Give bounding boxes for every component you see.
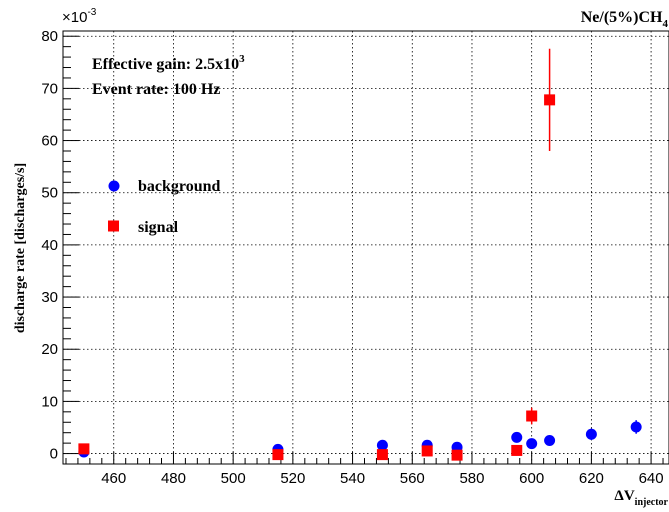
background-point bbox=[526, 438, 538, 450]
background-point bbox=[630, 421, 642, 433]
axis-ticks: 460 480 500 520 540 560 580 600 620 640 0 10 20 30 40 5… bbox=[41, 28, 663, 487]
y-exponent-label: ×10-3 bbox=[62, 7, 97, 26]
x-tick-label: 640 bbox=[639, 470, 664, 487]
x-tick-label: 580 bbox=[459, 470, 484, 487]
grid-lines bbox=[63, 31, 669, 464]
background-point bbox=[544, 435, 556, 447]
x-tick-label: 520 bbox=[280, 470, 305, 487]
legend: background signal bbox=[108, 178, 221, 236]
chart-title: Ne/(5%)CH4 bbox=[581, 9, 669, 30]
y-tick-label: 70 bbox=[41, 80, 58, 97]
background-point bbox=[585, 428, 597, 440]
legend-marker-background bbox=[108, 180, 120, 192]
signal-point bbox=[78, 443, 90, 455]
y-tick-label: 40 bbox=[41, 237, 58, 254]
signal-point bbox=[511, 444, 523, 456]
x-tick-label: 460 bbox=[101, 470, 126, 487]
rate-annotation: Event rate: 100 Hz bbox=[92, 81, 220, 98]
x-tick-label: 600 bbox=[519, 470, 544, 487]
data-marks bbox=[78, 48, 642, 461]
x-tick-label: 560 bbox=[400, 470, 425, 487]
background-point bbox=[376, 439, 388, 451]
x-tick-label: 500 bbox=[221, 470, 246, 487]
y-tick-label: 0 bbox=[50, 446, 58, 463]
legend-label-background: background bbox=[138, 178, 221, 195]
signal-point bbox=[421, 445, 433, 457]
y-tick-label: 10 bbox=[41, 393, 58, 410]
signal-point bbox=[544, 94, 556, 106]
gain-annotation: Effective gain: 2.5x103 bbox=[92, 53, 245, 73]
signal-point bbox=[451, 449, 463, 461]
background-point bbox=[511, 431, 523, 443]
x-tick-label: 620 bbox=[579, 470, 604, 487]
y-axis-title: discharge rate [discharges/s] bbox=[13, 163, 28, 333]
y-tick-label: 80 bbox=[41, 28, 58, 45]
x-axis-title: ΔVinjector bbox=[614, 488, 668, 508]
signal-point bbox=[526, 410, 538, 422]
plot-frame bbox=[62, 30, 669, 465]
legend-marker-signal bbox=[108, 220, 119, 232]
y-tick-label: 20 bbox=[41, 341, 58, 358]
y-tick-label: 30 bbox=[41, 289, 58, 306]
signal-point bbox=[376, 449, 388, 461]
signal-point bbox=[272, 449, 284, 461]
x-tick-label: 480 bbox=[161, 470, 186, 487]
y-tick-label: 50 bbox=[41, 185, 58, 202]
x-tick-label: 540 bbox=[340, 470, 365, 487]
legend-label-signal: signal bbox=[138, 219, 179, 236]
y-tick-label: 60 bbox=[41, 133, 58, 150]
